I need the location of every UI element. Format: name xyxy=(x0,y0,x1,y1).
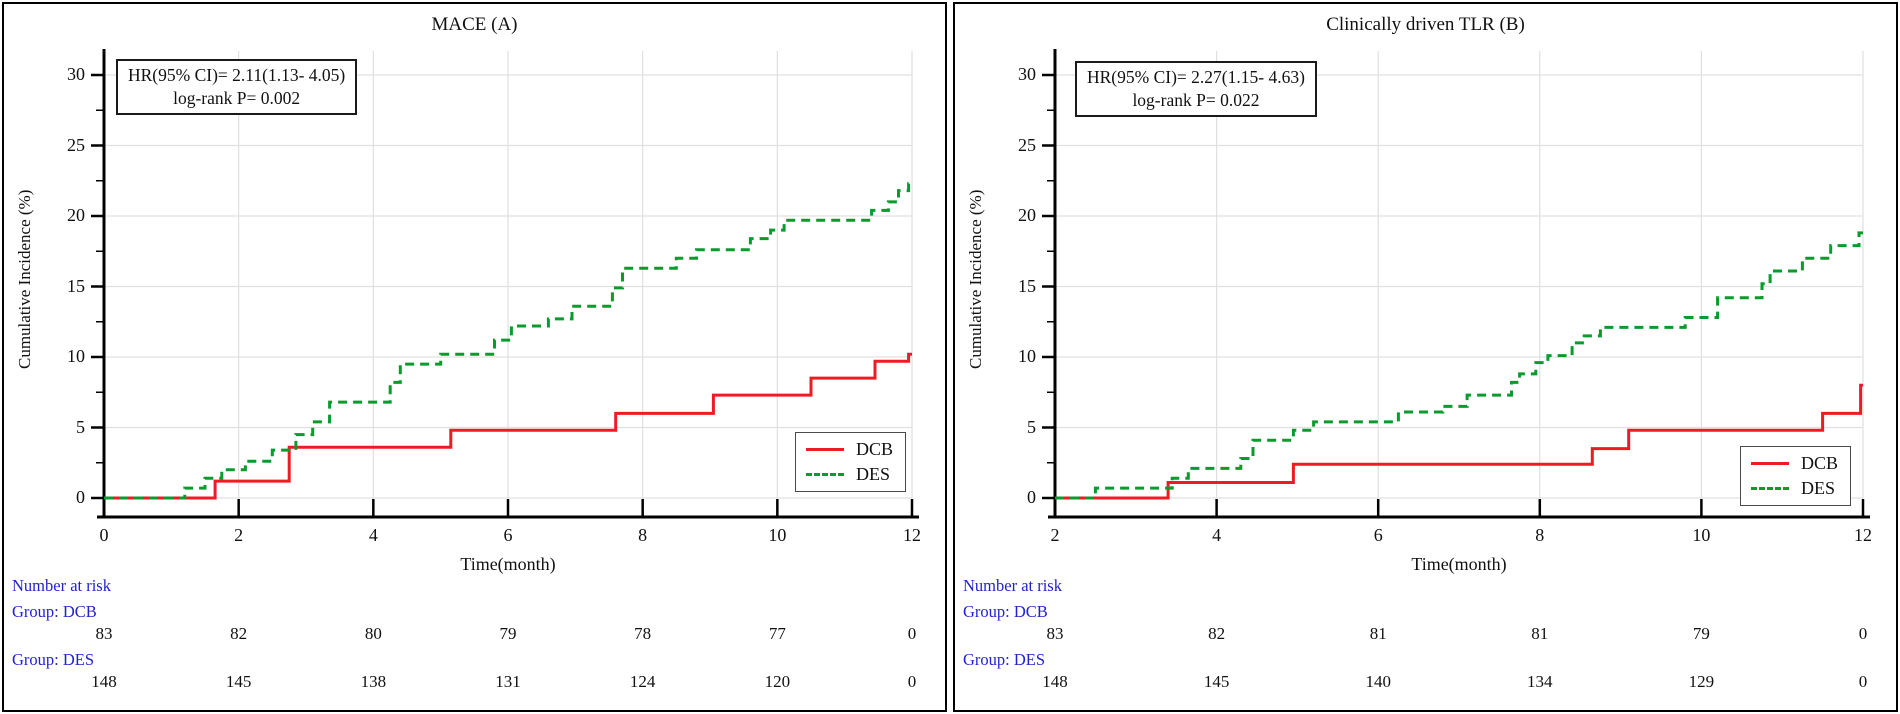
y-tick-label: 15 xyxy=(1018,275,1036,296)
y-tick-label: 0 xyxy=(1027,487,1036,507)
legend-label-des: DES xyxy=(856,464,891,484)
series-des-curve xyxy=(104,182,912,500)
risk-count: 82 xyxy=(1208,624,1226,643)
hr-annotation-box: HR(95% CI)= 2.27(1.15- 4.63) log-rank P=… xyxy=(1075,61,1317,117)
x-tick-label: 4 xyxy=(1212,525,1222,545)
risk-group-des-label: Group: DES xyxy=(12,650,95,669)
hr-annotation-line1: HR(95% CI)= 2.11(1.13- 4.05) xyxy=(128,65,346,85)
series-dcb-curve xyxy=(1055,383,1863,500)
x-tick-label: 6 xyxy=(1373,525,1383,545)
risk-count: 0 xyxy=(907,672,917,691)
legend: DCB DES xyxy=(795,432,907,492)
x-tick-label: 0 xyxy=(99,525,109,545)
risk-count: 148 xyxy=(1042,672,1068,691)
risk-count: 131 xyxy=(495,672,521,691)
y-tick-label: 10 xyxy=(67,346,85,366)
legend: DCB DES xyxy=(1740,446,1852,506)
risk-count: 140 xyxy=(1365,672,1391,691)
panel-title-mace: MACE (A) xyxy=(431,14,518,35)
legend-entry-des: DES xyxy=(806,464,893,485)
risk-count: 0 xyxy=(1858,624,1868,643)
x-axis-label: Time(month) xyxy=(1411,554,1507,574)
panel-tlr: Clinically driven TLR (B) Cumulative Inc… xyxy=(953,2,1898,712)
legend-label-dcb: DCB xyxy=(1801,453,1839,473)
x-tick-label: 8 xyxy=(1535,525,1545,545)
risk-count: 0 xyxy=(1858,672,1868,691)
risk-group-des-label: Group: DES xyxy=(963,650,1046,669)
y-tick-label: 5 xyxy=(1027,416,1036,437)
risk-count: 134 xyxy=(1527,672,1553,691)
risk-count: 148 xyxy=(91,672,117,691)
x-tick-label: 2 xyxy=(234,525,244,545)
y-tick-label: 0 xyxy=(76,487,85,507)
risk-count: 80 xyxy=(364,624,382,643)
legend-label-des: DES xyxy=(1801,478,1836,498)
risk-group-dcb-label: Group: DCB xyxy=(963,602,1048,621)
risk-count: 145 xyxy=(1203,672,1230,691)
legend-entry-dcb: DCB xyxy=(806,439,893,460)
x-tick-label: 8 xyxy=(638,525,648,545)
des-line-sample-icon xyxy=(1751,487,1789,490)
chart-canvas-tlr xyxy=(1042,49,1870,519)
x-axis-label: Time(month) xyxy=(460,554,556,574)
number-at-risk-header: Number at risk xyxy=(963,576,1062,595)
logrank-annotation-line2: log-rank P= 0.002 xyxy=(173,88,301,108)
risk-count: 138 xyxy=(360,672,387,691)
y-tick-label: 20 xyxy=(67,205,85,225)
number-at-risk-header: Number at risk xyxy=(12,576,111,595)
y-tick-label: 20 xyxy=(1018,205,1036,225)
x-tick-label: 2 xyxy=(1050,525,1060,545)
series-dcb-curve xyxy=(104,352,912,500)
y-tick-label: 5 xyxy=(76,416,85,437)
dcb-line-sample-icon xyxy=(1751,462,1789,465)
risk-group-dcb-label: Group: DCB xyxy=(12,602,97,621)
x-tick-label: 4 xyxy=(368,525,378,545)
risk-count: 81 xyxy=(1531,624,1549,643)
risk-count: 77 xyxy=(768,624,786,643)
risk-count: 81 xyxy=(1369,624,1387,643)
legend-entry-des: DES xyxy=(1751,478,1838,499)
risk-count: 83 xyxy=(1046,624,1064,643)
y-tick-label: 15 xyxy=(67,275,85,296)
chart-canvas-mace xyxy=(91,49,919,519)
legend-label-dcb: DCB xyxy=(856,439,894,459)
y-tick-label: 30 xyxy=(67,64,85,84)
risk-count: 120 xyxy=(764,672,791,691)
x-tick-label: 6 xyxy=(503,525,513,545)
risk-count: 129 xyxy=(1688,672,1715,691)
panel-title-tlr: Clinically driven TLR (B) xyxy=(1326,14,1525,35)
dcb-line-sample-icon xyxy=(806,448,844,451)
y-tick-label: 25 xyxy=(67,134,85,155)
y-tick-label: 30 xyxy=(1018,64,1036,84)
risk-count: 79 xyxy=(1692,624,1710,643)
x-tick-label: 10 xyxy=(1692,525,1711,545)
y-tick-label: 25 xyxy=(1018,134,1036,155)
des-line-sample-icon xyxy=(806,473,844,476)
risk-count: 82 xyxy=(230,624,248,643)
hr-annotation-line1: HR(95% CI)= 2.27(1.15- 4.63) xyxy=(1087,67,1305,87)
logrank-annotation-line2: log-rank P= 0.022 xyxy=(1132,90,1260,110)
y-tick-label: 10 xyxy=(1018,346,1036,366)
risk-count: 145 xyxy=(225,672,252,691)
risk-count: 124 xyxy=(629,672,656,691)
x-tick-label: 10 xyxy=(768,525,787,545)
risk-count: 0 xyxy=(907,624,917,643)
risk-count: 78 xyxy=(634,624,652,643)
risk-count: 83 xyxy=(95,624,113,643)
x-tick-label: 12 xyxy=(1854,525,1872,545)
hr-annotation-box: HR(95% CI)= 2.11(1.13- 4.05) log-rank P=… xyxy=(116,59,358,115)
risk-count: 79 xyxy=(499,624,517,643)
legend-entry-dcb: DCB xyxy=(1751,453,1838,474)
x-tick-label: 12 xyxy=(903,525,921,545)
series-des-curve xyxy=(1055,231,1863,500)
panel-mace: MACE (A) Cumulative Incidence (%) HR(95%… xyxy=(2,2,947,712)
